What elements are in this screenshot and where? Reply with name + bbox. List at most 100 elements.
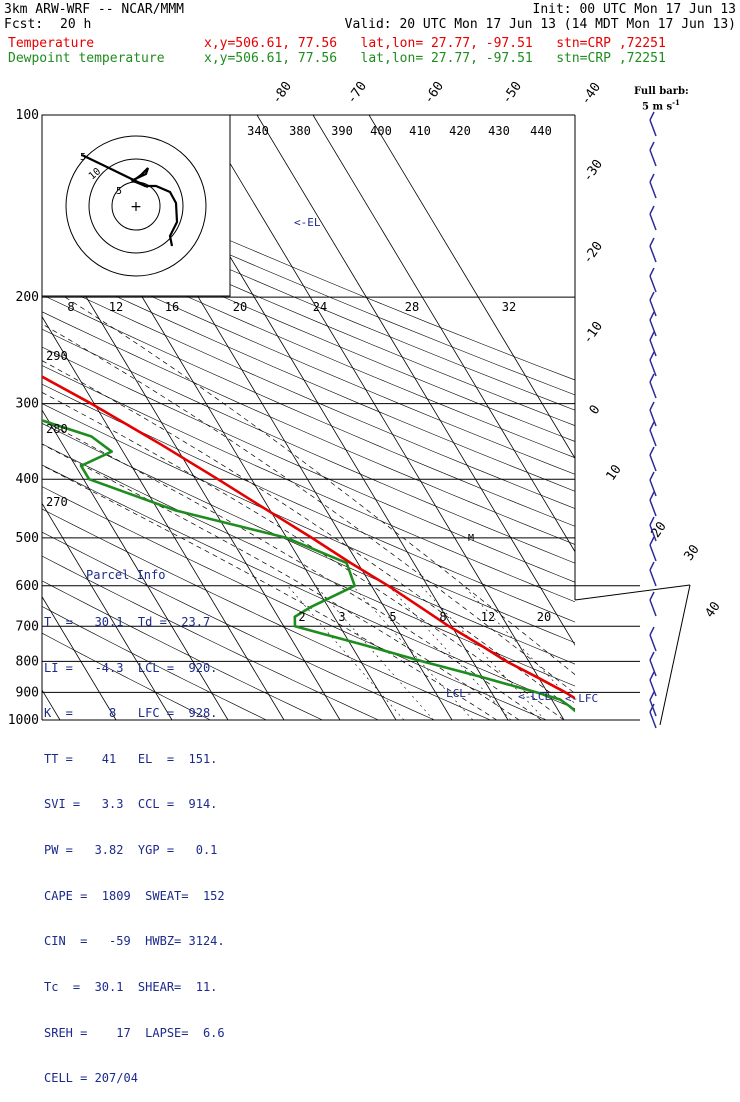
m-label: M (468, 533, 474, 544)
theta-e-label: 420 (449, 124, 471, 138)
parcel-line: SVI = 3.3 CCL = 914. (44, 797, 218, 812)
dry-adiabat (42, 443, 575, 687)
mixing-ratio-label: 32 (502, 300, 516, 314)
parcel-line: T = 30.1 Td = 23.7 (44, 615, 211, 630)
mixing-ratio-label: 12 (109, 300, 123, 314)
dry-adiabat (42, 606, 267, 720)
isotherm-label: -20 (580, 239, 606, 267)
mixing-ratio-label: 16 (165, 300, 179, 314)
wind-barb-flag (649, 311, 655, 321)
hodograph-center: + (130, 199, 142, 215)
dry-adiabat (42, 486, 547, 720)
dry-adiabats (42, 157, 575, 720)
lcl-label: <-LCL (518, 690, 551, 703)
dry-adiabat (42, 245, 575, 475)
theta-label: 290 (46, 349, 68, 363)
wind-barb (649, 319, 657, 337)
wind-barb-flag (649, 111, 655, 121)
wind-barbs (649, 111, 657, 729)
isotherm (42, 409, 229, 720)
isotherm (42, 222, 341, 720)
pressure-label: 300 (16, 397, 39, 412)
dewpoint-profile (42, 419, 575, 713)
wind-barb (649, 381, 657, 399)
dry-adiabat (42, 294, 575, 527)
dry-adiabat (42, 555, 379, 720)
mixing-ratio-line (420, 585, 546, 720)
wind-barb-flag (649, 691, 655, 701)
mixing-ratio-label: 24 (313, 300, 327, 314)
mixing-ratio-label: 8 (67, 300, 74, 314)
wind-barb (649, 659, 657, 677)
wind-barb-flag (649, 471, 655, 481)
wind-barb (649, 454, 657, 472)
pressure-label: 900 (16, 685, 39, 700)
dry-adiabat (42, 328, 575, 564)
isotherm (42, 595, 117, 720)
legend-dewpoint-location: x,y=506.61, 77.56 lat,lon= 27.77, -97.51… (204, 51, 666, 66)
parcel-line: SREH = 17 LAPSE= 6.6 (44, 1025, 225, 1040)
wind-barb (649, 544, 657, 562)
full-barb-value: 5 m s (642, 101, 673, 113)
isotherm-label: -80 (269, 79, 295, 107)
isotherm-label: -60 (421, 79, 447, 107)
theta-label: 270 (46, 495, 68, 509)
lfc-label: <-LFC (565, 692, 598, 705)
wind-barb-flag (649, 205, 655, 215)
isotherm (256, 115, 575, 646)
theta-e-label: 380 (289, 124, 311, 138)
mixing-ratio-label: 8 (439, 610, 446, 624)
mixing-ratio-label: 12 (481, 610, 495, 624)
parcel-line: PW = 3.82 YGP = 0.1 (44, 843, 218, 858)
parcel-line: TT = 41 EL = 151. (44, 751, 218, 766)
wind-barb (649, 339, 657, 357)
parcel-line: CELL = 207/04 (44, 1071, 138, 1086)
dry-adiabat (42, 185, 575, 411)
moist-adiabat (64, 296, 575, 676)
full-barb-label: Full barb: (634, 86, 689, 97)
wind-barb (649, 699, 657, 717)
mixing-ratio-label: 20 (233, 300, 247, 314)
wind-barb (649, 429, 657, 447)
theta-e-label: 440 (530, 124, 552, 138)
hodograph-ring-label: 5 (80, 152, 86, 163)
profiles (42, 375, 575, 713)
wind-barb-flag (649, 446, 655, 456)
wind-barb (649, 245, 657, 263)
dry-adiabat (42, 464, 575, 710)
lcl-left-label: LCL- (446, 687, 473, 700)
wind-barb (649, 181, 657, 199)
wind-barb-flag (649, 703, 655, 713)
pressure-label: 600 (16, 579, 39, 594)
wind-barb-flag (649, 331, 655, 341)
mixing-ratio-label: 28 (405, 300, 419, 314)
theta-e-label: 410 (409, 124, 431, 138)
dry-adiabat (42, 580, 323, 720)
wind-barb (649, 275, 657, 293)
isotherm-label: 0 (587, 402, 604, 417)
fcst-value: 20 h (60, 17, 92, 32)
isotherm-label: -40 (578, 80, 604, 108)
isotherm (312, 115, 575, 553)
dry-adiabat (42, 214, 575, 442)
hodograph-ring-label: 5 (116, 186, 122, 197)
pressure-label: 700 (16, 619, 39, 634)
pressure-label: 800 (16, 654, 39, 669)
isotherm (0, 115, 4, 720)
wind-barb-flag (649, 267, 655, 277)
isotherm-label: 40 (702, 599, 723, 620)
wind-barb-flag (649, 351, 655, 361)
parcel-line: K = 8 LFC = 928. (44, 706, 218, 721)
wind-barb-flag (649, 491, 655, 501)
wind-barb (649, 409, 657, 427)
dry-adiabat (42, 383, 575, 623)
wind-barb-flag (649, 421, 655, 431)
frame-wing (659, 584, 691, 726)
wind-barb (649, 213, 657, 231)
dry-adiabat (42, 261, 575, 492)
pressure-label: 500 (16, 531, 39, 546)
model-title: 3km ARW-WRF -- NCAR/MMM (4, 2, 185, 17)
isotherm (200, 115, 565, 720)
legend-temperature-location: x,y=506.61, 77.56 lat,lon= 27.77, -97.51… (204, 36, 666, 51)
dry-adiabat (42, 230, 575, 459)
